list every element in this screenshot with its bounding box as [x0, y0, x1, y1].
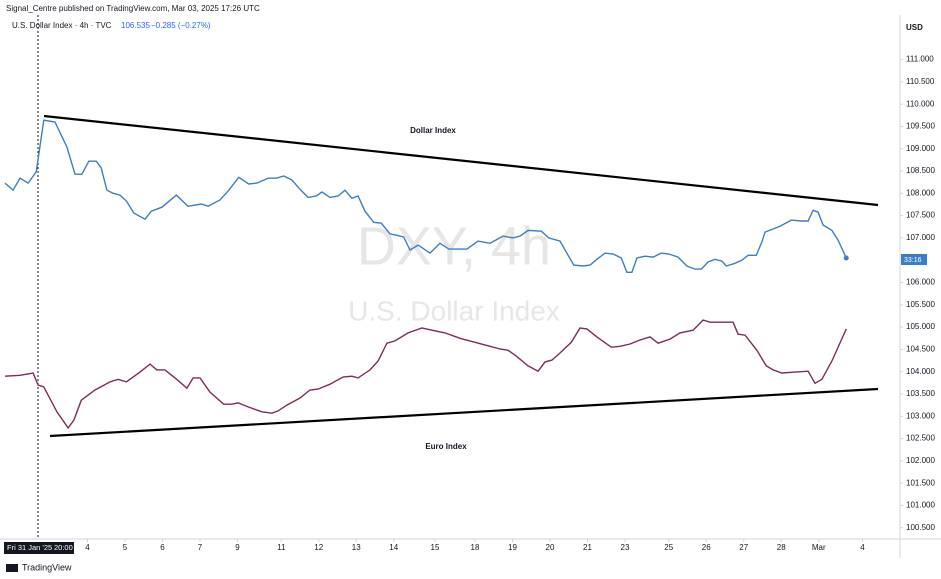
- y-tick-label: 103.500: [906, 389, 935, 398]
- last-point: [843, 255, 849, 261]
- x-tick-label: 9: [235, 543, 240, 552]
- x-tick-label: Mar: [812, 543, 826, 552]
- y-tick-label: 105.000: [906, 322, 935, 331]
- y-tick-label: 102.500: [906, 434, 935, 443]
- trendline-upper: [43, 114, 879, 207]
- y-tick-label: 111.000: [906, 55, 934, 64]
- y-tick-label: 110.000: [906, 99, 935, 108]
- trendline-lower: [49, 387, 879, 438]
- axis-unit: USD: [906, 23, 923, 32]
- x-tick-label: 15: [431, 543, 440, 552]
- series-line: [4, 319, 847, 430]
- brand-logo: [6, 564, 18, 572]
- y-tick-label: 109.500: [906, 122, 935, 131]
- y-tick-label: 104.500: [906, 345, 935, 354]
- y-tick-label: 101.000: [906, 501, 935, 510]
- countdown: 33:16: [904, 257, 922, 264]
- y-tick-label: 102.000: [906, 456, 935, 465]
- y-tick-label: 103.000: [906, 411, 935, 420]
- y-tick-label: 105.500: [906, 300, 935, 309]
- y-tick-label: 110.500: [906, 77, 935, 86]
- footer-brand: TradingView: [22, 562, 72, 572]
- x-tick-label: 23: [621, 543, 630, 552]
- y-tick-label: 101.500: [906, 478, 935, 487]
- y-tick-label: 107.000: [906, 233, 935, 242]
- x-tick-label: 5: [123, 543, 128, 552]
- y-tick-label: 108.500: [906, 166, 935, 175]
- x-tick-label: 6: [160, 543, 165, 552]
- legend-price: 106.535: [121, 21, 150, 30]
- x-tick-label: 28: [777, 543, 786, 552]
- x-tick-label: 7: [198, 543, 203, 552]
- y-tick-label: 107.500: [906, 211, 935, 220]
- publish-header: Signal_Centre published on TradingView.c…: [6, 4, 260, 13]
- countdown-badge: [901, 254, 927, 265]
- legend-symbol: U.S. Dollar Index · 4h · TVC: [12, 21, 112, 30]
- x-tick-label: 11: [277, 543, 286, 552]
- x-tick-label: 21: [583, 543, 592, 552]
- y-tick-label: 104.000: [906, 367, 935, 376]
- x-tick-label: 27: [739, 543, 748, 552]
- crosshair-badge: [4, 542, 74, 554]
- y-tick-label: 108.000: [906, 188, 935, 197]
- watermark-ticker: DXY, 4h: [357, 216, 551, 276]
- series-label: Euro Index: [425, 442, 467, 451]
- crosshair-time: 20:00: [54, 543, 73, 552]
- series-line: [4, 119, 847, 273]
- x-tick-label: 13: [352, 543, 361, 552]
- x-tick-label: 14: [389, 543, 398, 552]
- y-tick-label: 106.000: [906, 278, 935, 287]
- x-tick-label: 4: [860, 543, 865, 552]
- y-tick-label: 100.500: [906, 523, 935, 532]
- x-tick-label: 4: [85, 543, 90, 552]
- x-tick-label: 19: [508, 543, 517, 552]
- crosshair-date: Fri 31 Jan '25: [7, 543, 52, 552]
- x-tick-label: 20: [546, 543, 555, 552]
- x-tick-label: 12: [314, 543, 323, 552]
- x-tick-label: 26: [702, 543, 711, 552]
- x-tick-label: 25: [664, 543, 673, 552]
- legend-change: −0.285 (−0.27%): [151, 21, 211, 30]
- x-tick-label: 18: [471, 543, 480, 552]
- series-label: Dollar Index: [410, 126, 456, 135]
- y-tick-label: 109.000: [906, 144, 935, 153]
- watermark-name: U.S. Dollar Index: [348, 295, 560, 326]
